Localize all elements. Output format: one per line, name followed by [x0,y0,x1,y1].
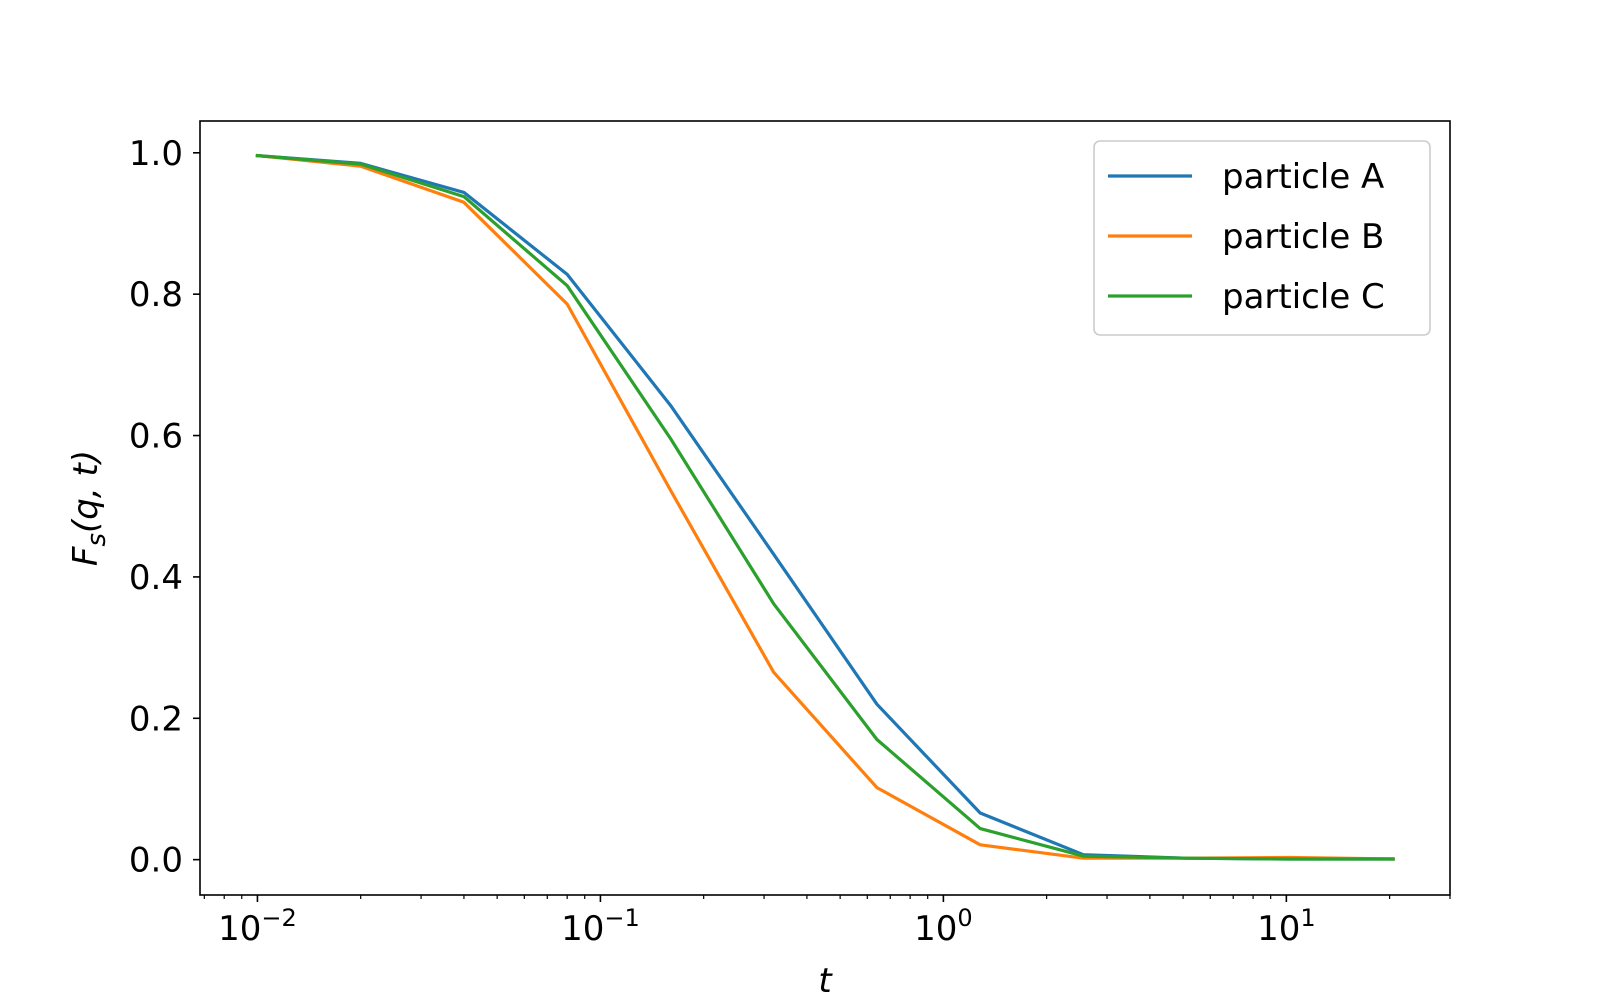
y-axis: 0.0 0.2 0.4 0.6 0.8 1.0 [129,134,200,881]
x-tick-label: 101 [1257,904,1316,949]
y-axis-label: Fs(q, t) [66,450,112,566]
legend-label: particle C [1222,277,1385,317]
x-axis-label: t [818,961,833,1000]
y-tick-label: 0.6 [129,417,183,457]
y-tick-label: 0.0 [129,841,183,881]
y-tick-label: 1.0 [129,134,183,174]
x-tick-label: 100 [914,904,973,949]
series-layer [255,153,1395,861]
x-tick-label: 10−2 [218,904,297,949]
legend-label: particle A [1222,157,1384,197]
legend-box [1093,140,1431,336]
legend-label: particle B [1222,217,1384,257]
y-tick-label: 0.4 [129,558,183,598]
x-tick-label: 10−1 [561,904,640,949]
y-tick-label: 0.8 [129,275,183,315]
x-axis: 10−2 10−1 100 101 [203,895,1451,949]
y-tick-label: 0.2 [129,699,183,739]
legend: particle A particle B particle C [1093,140,1431,336]
series-line-3 [255,153,1395,861]
plot-frame [199,120,1451,896]
